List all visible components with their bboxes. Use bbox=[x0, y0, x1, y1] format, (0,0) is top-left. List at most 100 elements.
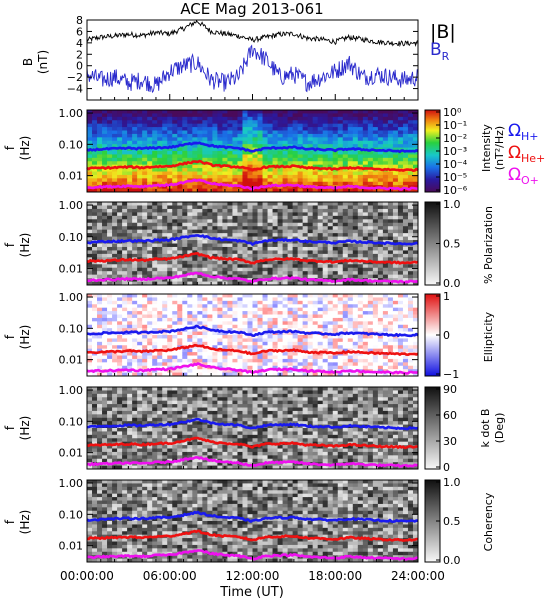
heatmap-cell bbox=[202, 164, 208, 169]
heatmap-cell bbox=[402, 226, 409, 231]
heatmap-cell bbox=[242, 164, 248, 169]
heatmap-cell bbox=[197, 365, 203, 370]
heatmap-cell bbox=[392, 345, 399, 350]
heatmap-cell bbox=[207, 317, 213, 322]
heatmap-cell bbox=[102, 253, 108, 258]
heatmap-cell bbox=[347, 335, 354, 339]
heatmap-cell bbox=[397, 267, 404, 272]
heatmap-cell bbox=[322, 233, 329, 237]
heatmap-cell bbox=[372, 338, 379, 343]
series-line-total-b bbox=[86, 19, 419, 48]
heatmap-cell bbox=[352, 352, 359, 356]
heatmap-cell bbox=[297, 123, 304, 128]
heatmap-cell bbox=[412, 185, 419, 189]
heatmap-cell bbox=[412, 110, 419, 114]
heatmap-cell bbox=[277, 157, 283, 162]
heatmap-cell bbox=[192, 226, 198, 231]
heatmap-cell bbox=[102, 127, 108, 131]
heatmap-cell bbox=[232, 208, 238, 213]
heatmap-cell bbox=[352, 215, 359, 220]
heatmap-cell bbox=[87, 397, 93, 402]
heatmap-cell bbox=[367, 202, 374, 206]
heatmap-cell bbox=[297, 133, 304, 138]
heatmap-cell bbox=[362, 304, 369, 309]
heatmap-cell bbox=[167, 335, 173, 339]
heatmap-cell bbox=[92, 281, 98, 286]
heatmap-cell bbox=[102, 324, 108, 329]
heatmap-cell bbox=[357, 181, 364, 186]
heatmap-cell bbox=[282, 171, 289, 176]
heatmap-cell bbox=[142, 297, 148, 302]
colorbar-label-polarization: % Polarization bbox=[482, 206, 495, 284]
heatmap-cell bbox=[307, 219, 314, 224]
heatmap-cell bbox=[352, 181, 359, 186]
heatmap-cell bbox=[207, 240, 213, 244]
heatmap-cell bbox=[127, 188, 133, 193]
heatmap-cell bbox=[197, 338, 203, 343]
heatmap-cell bbox=[252, 208, 258, 213]
heatmap-cell bbox=[172, 369, 178, 373]
heatmap-cell bbox=[247, 294, 253, 298]
heatmap-cell bbox=[397, 130, 404, 135]
heatmap-cell bbox=[112, 267, 118, 272]
heatmap-cell bbox=[157, 369, 163, 373]
heatmap-cell bbox=[112, 271, 118, 276]
heatmap-cell bbox=[152, 300, 158, 305]
heatmap-cell bbox=[297, 116, 304, 121]
heatmap-cell bbox=[397, 164, 404, 169]
heatmap-cell bbox=[402, 116, 409, 121]
heatmap-cell bbox=[412, 113, 419, 118]
heatmap-cell bbox=[402, 335, 409, 339]
heatmap-cell bbox=[187, 110, 193, 114]
heatmap-cell bbox=[342, 372, 349, 377]
heatmap-cell bbox=[182, 202, 188, 206]
heatmap-cell bbox=[292, 311, 299, 315]
heatmap-cell bbox=[382, 174, 389, 179]
heatmap-cell bbox=[127, 130, 133, 135]
heatmap-cell bbox=[127, 260, 133, 265]
heatmap-cell bbox=[112, 226, 118, 231]
heatmap-cell bbox=[322, 202, 329, 206]
heatmap-cell bbox=[197, 188, 203, 193]
heatmap-cell bbox=[212, 202, 218, 206]
heatmap-cell bbox=[202, 358, 208, 363]
heatmap-cell bbox=[287, 133, 294, 138]
heatmap-cell bbox=[127, 133, 133, 138]
heatmap-cell bbox=[137, 307, 143, 312]
heatmap-cell bbox=[87, 335, 93, 339]
heatmap-cell bbox=[247, 151, 253, 155]
heatmap-cell bbox=[337, 264, 344, 269]
heatmap-cell bbox=[407, 300, 414, 305]
heatmap-cell bbox=[212, 307, 218, 312]
heatmap-cell bbox=[217, 304, 223, 309]
heatmap-cell bbox=[117, 300, 123, 305]
heatmap-cell bbox=[297, 171, 304, 176]
heatmap-cell bbox=[252, 151, 258, 155]
heatmap-cell bbox=[352, 123, 359, 128]
heatmap-cell bbox=[92, 321, 98, 326]
heatmap-cell bbox=[147, 294, 153, 298]
heatmap-cell bbox=[167, 147, 173, 152]
heatmap-cell bbox=[212, 338, 218, 343]
heatmap-cell bbox=[262, 226, 268, 231]
heatmap-cell bbox=[227, 140, 233, 145]
heatmap-cell bbox=[142, 229, 148, 234]
heatmap-cell bbox=[377, 226, 384, 231]
heatmap-cell bbox=[222, 300, 228, 305]
heatmap-cell bbox=[187, 181, 193, 186]
heatmap-cell bbox=[182, 171, 188, 176]
heatmap-cell bbox=[132, 328, 138, 332]
heatmap-cell bbox=[267, 205, 273, 210]
heatmap-cell bbox=[107, 304, 113, 309]
heatmap-cell bbox=[97, 161, 103, 166]
heatmap-cell bbox=[97, 341, 103, 346]
heatmap-cell bbox=[352, 294, 359, 298]
heatmap-cell bbox=[222, 365, 228, 370]
heatmap-cell bbox=[282, 317, 289, 322]
heatmap-cell bbox=[112, 348, 118, 353]
heatmap-cell bbox=[257, 271, 263, 276]
heatmap-cell bbox=[207, 116, 213, 121]
heatmap-cell bbox=[377, 348, 384, 353]
heatmap-cell bbox=[297, 260, 304, 265]
heatmap-cell bbox=[367, 181, 374, 186]
